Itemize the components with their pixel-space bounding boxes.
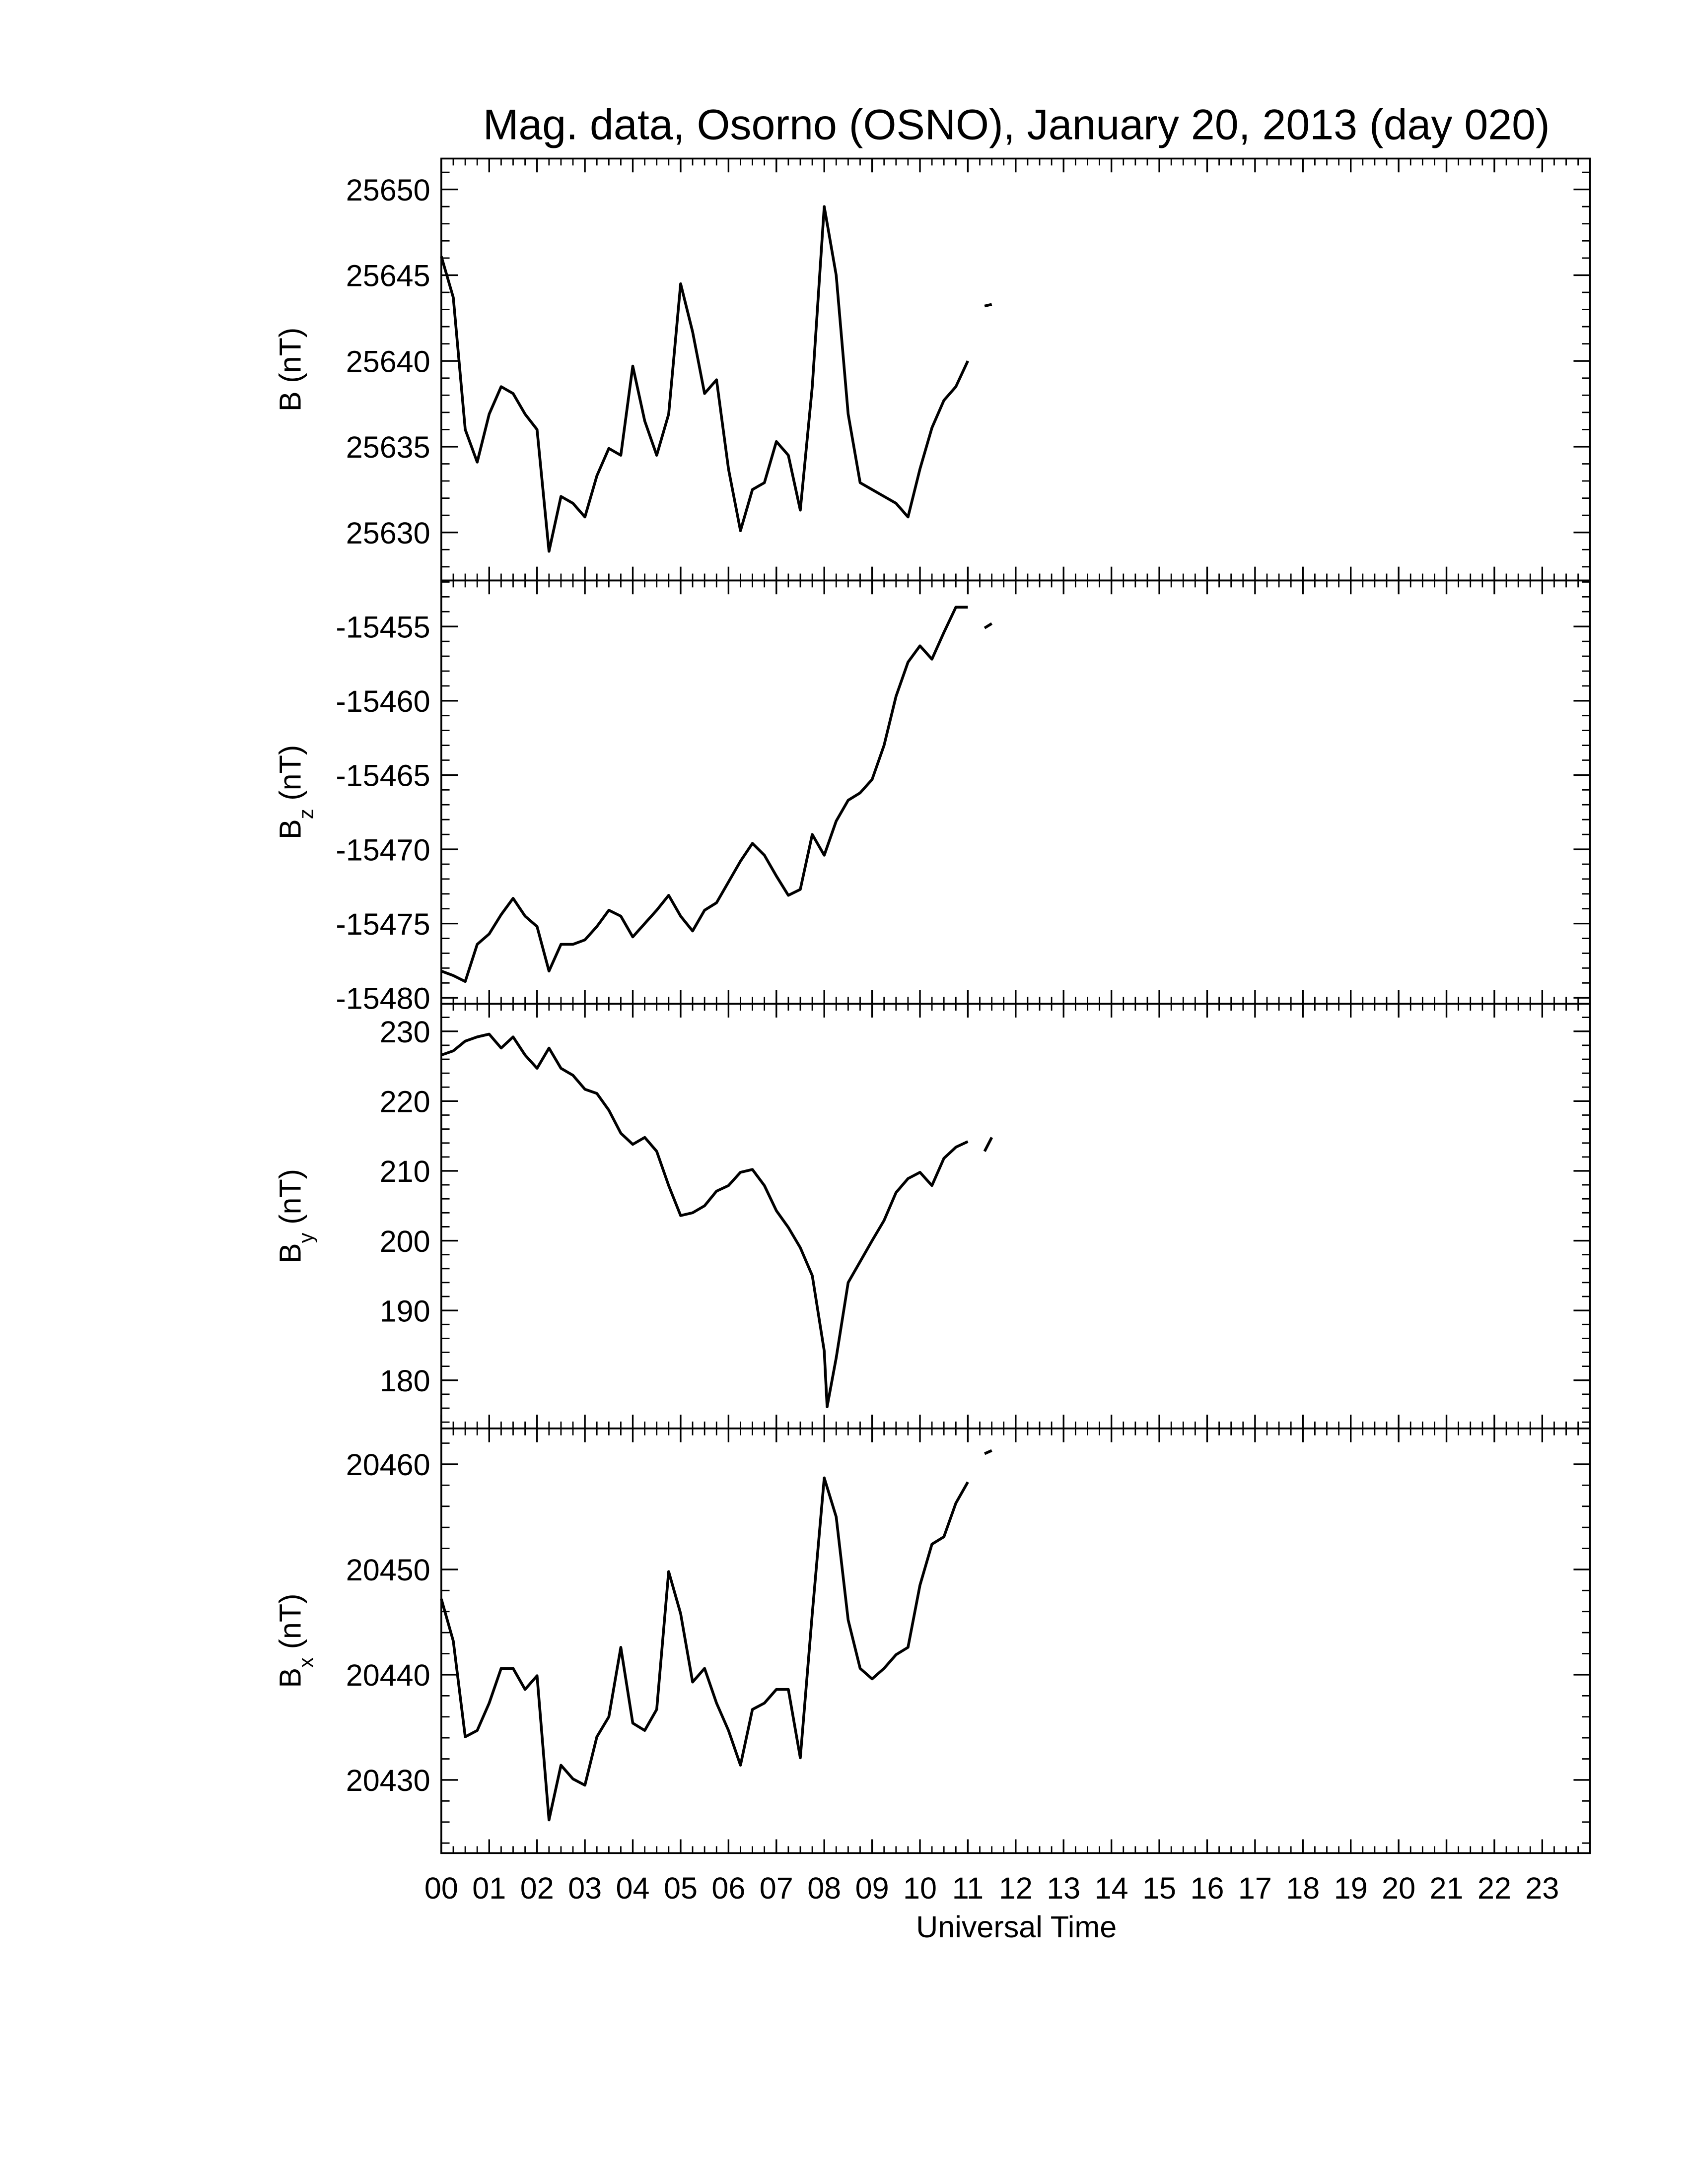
x-tick-label: 09 bbox=[855, 1871, 889, 1905]
y-label-symbol: B bbox=[274, 391, 307, 411]
x-tick-label: 13 bbox=[1047, 1871, 1080, 1905]
x-tick-label: 04 bbox=[616, 1871, 650, 1905]
y-tick-label: 25650 bbox=[346, 173, 430, 207]
y-tick-label: 25630 bbox=[346, 516, 430, 550]
y-label-unit: (nT) bbox=[274, 1169, 307, 1225]
y-tick-label: 210 bbox=[380, 1155, 430, 1188]
y-label-symbol: B bbox=[274, 1243, 307, 1263]
y-tick-label: 220 bbox=[380, 1085, 430, 1119]
y-axis-label: Bz (nT) bbox=[274, 745, 318, 839]
y-tick-label: -15470 bbox=[336, 833, 430, 867]
y-tick-label: 20440 bbox=[346, 1658, 430, 1692]
data-line bbox=[440, 1449, 992, 1822]
x-tick-label: 01 bbox=[472, 1871, 506, 1905]
x-tick-label: 12 bbox=[999, 1871, 1033, 1905]
panel: 180 190 200 210 220 230 By (nT) bbox=[274, 1003, 1591, 1430]
chart-title: Mag. data, Osorno (OSNO), January 20, 20… bbox=[483, 101, 1550, 149]
y-tick-label: -15475 bbox=[336, 907, 430, 941]
y-tick-label: 180 bbox=[380, 1364, 430, 1398]
x-tick-label: 07 bbox=[760, 1871, 793, 1905]
y-axis-label: Bx (nT) bbox=[274, 1593, 318, 1688]
x-tick-label: 20 bbox=[1382, 1871, 1415, 1905]
x-axis-label: Universal Time bbox=[916, 1910, 1117, 1944]
x-tick-label: 21 bbox=[1430, 1871, 1464, 1905]
y-label-unit: (nT) bbox=[274, 1593, 307, 1649]
panel: -15480 -15475 -15470 -15465 -15460 -15455 Bz (n… bbox=[274, 579, 1591, 1015]
y-axis-label: B (nT) bbox=[274, 328, 307, 411]
data-line bbox=[440, 606, 993, 983]
y-tick-label: -15460 bbox=[336, 684, 430, 718]
x-tick-label: 08 bbox=[807, 1871, 841, 1905]
x-tick-label: 02 bbox=[520, 1871, 554, 1905]
x-tick-label: 22 bbox=[1477, 1871, 1511, 1905]
y-label-unit: (nT) bbox=[274, 745, 307, 801]
x-tick-label: 15 bbox=[1142, 1871, 1176, 1905]
x-tick-label: 10 bbox=[903, 1871, 937, 1905]
y-label-unit: (nT) bbox=[274, 328, 307, 383]
plot-frame bbox=[440, 1427, 1591, 1854]
y-tick-label: 25635 bbox=[346, 430, 430, 464]
y-tick-label: 20460 bbox=[346, 1448, 430, 1482]
plot-frame bbox=[440, 157, 1591, 582]
x-tick-label: 19 bbox=[1334, 1871, 1368, 1905]
x-tick-label: 18 bbox=[1286, 1871, 1320, 1905]
y-tick-label: 25640 bbox=[346, 344, 430, 378]
panel: 00 01 02 03 04 05 06 07 08 09 10 11 12 13 14 15 16 17 18 19… bbox=[274, 1427, 1591, 1944]
x-tick-label: 11 bbox=[952, 1871, 984, 1905]
x-tick-label: 00 bbox=[424, 1871, 458, 1905]
y-tick-label: 200 bbox=[380, 1225, 430, 1258]
x-tick-label: 05 bbox=[664, 1871, 698, 1905]
y-tick-label: 20430 bbox=[346, 1764, 430, 1797]
y-label-subscript: z bbox=[294, 809, 318, 819]
x-tick-label: 16 bbox=[1190, 1871, 1224, 1905]
x-tick-label: 17 bbox=[1238, 1871, 1272, 1905]
x-tick-label: 06 bbox=[711, 1871, 745, 1905]
y-tick-label: -15465 bbox=[336, 759, 430, 793]
y-tick-label: 190 bbox=[380, 1294, 430, 1328]
data-line bbox=[440, 1032, 993, 1408]
y-tick-label: -15455 bbox=[336, 610, 430, 644]
data-line bbox=[440, 205, 992, 553]
y-tick-label: 25645 bbox=[346, 259, 430, 293]
y-axis-label: By (nT) bbox=[274, 1169, 318, 1263]
y-tick-label: 230 bbox=[380, 1015, 430, 1049]
x-tick-label: 23 bbox=[1525, 1871, 1559, 1905]
y-tick-label: -15480 bbox=[336, 981, 430, 1015]
x-tick-label: 03 bbox=[568, 1871, 602, 1905]
y-label-subscript: x bbox=[294, 1657, 318, 1668]
x-tick-label: 14 bbox=[1095, 1871, 1128, 1905]
y-label-subscript: y bbox=[294, 1232, 318, 1243]
plot-frame bbox=[440, 1003, 1591, 1430]
y-label-symbol: B bbox=[274, 819, 307, 839]
panel: 25630 25635 25640 25645 25650 B (nT) Mag. data,… bbox=[274, 101, 1591, 582]
y-label-symbol: B bbox=[274, 1668, 307, 1688]
plot-frame bbox=[440, 579, 1591, 1005]
y-tick-label: 20450 bbox=[346, 1553, 430, 1587]
